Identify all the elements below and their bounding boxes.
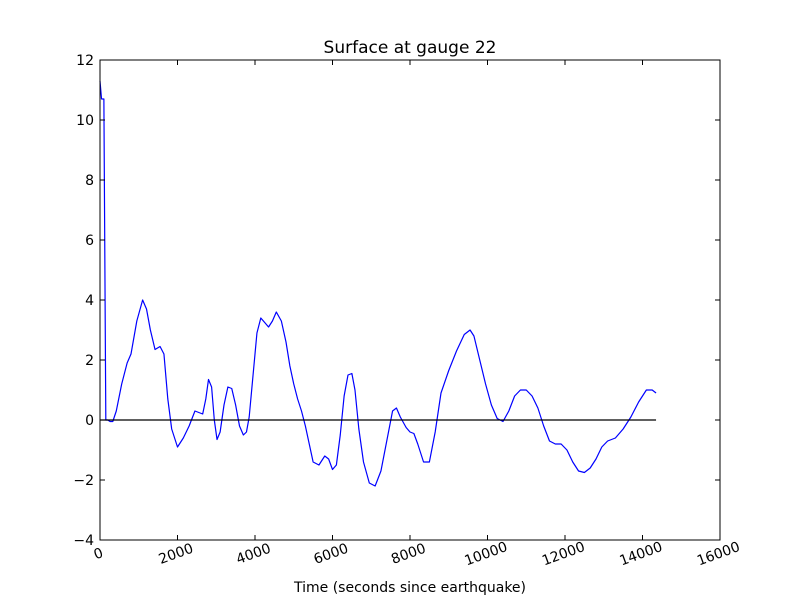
chart-title: Surface at gauge 22	[324, 38, 497, 58]
y-tick-label: 10	[76, 113, 94, 129]
y-tick-label: 8	[85, 173, 94, 189]
series-layer	[99, 80, 657, 487]
y-tick-label: 0	[85, 413, 94, 429]
y-axis: −4 −2 0 2 4 6 8 10 12	[73, 53, 720, 549]
y-tick-label: 2	[85, 353, 94, 369]
y-tick-label: 4	[85, 293, 94, 309]
y-tick-label: −2	[73, 473, 94, 489]
surface-series-line	[99, 80, 657, 487]
y-tick-label: 12	[76, 53, 94, 69]
x-axis-label: Time (seconds since earthquake)	[293, 580, 526, 596]
plot-area	[100, 60, 720, 540]
y-tick-label: −4	[73, 533, 94, 549]
y-tick-label: 6	[85, 233, 94, 249]
